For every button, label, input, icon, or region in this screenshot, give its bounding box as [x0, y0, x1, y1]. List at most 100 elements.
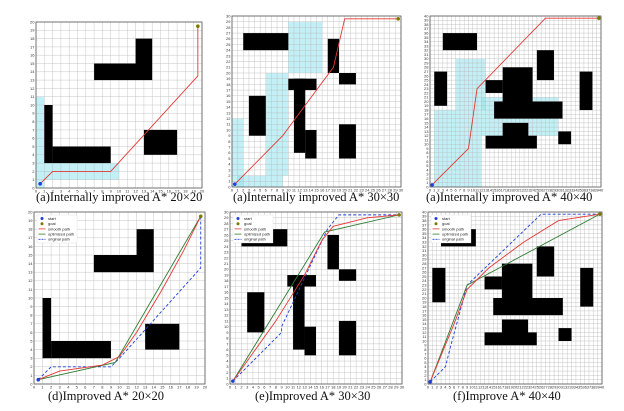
x-tick-label: 29	[552, 188, 557, 193]
legend-label: start	[48, 216, 57, 221]
x-tick-label: 8	[101, 385, 104, 390]
x-tick-label: 3	[60, 189, 63, 194]
caption-a3: (a)Internally improved A* 40×40	[426, 190, 593, 204]
y-tick-label: 7	[228, 145, 231, 150]
y-tick-label: 2	[32, 169, 35, 174]
x-tick-label: 14	[488, 188, 493, 193]
map-plot-d1: 0 1 2 3 4 5 6 7 8 9 10 11 12 13 14 15 16 17 18 19 2001234567…	[28, 209, 208, 389]
x-tick-label: 23	[526, 385, 531, 390]
x-tick-label: 16	[495, 385, 500, 390]
x-tick-label: 31	[561, 385, 566, 390]
y-tick-label: 28	[226, 25, 231, 30]
x-tick-label: 4	[444, 385, 447, 390]
y-tick-label: 3	[30, 356, 33, 361]
x-tick-label: 15	[314, 188, 319, 193]
x-tick-label: 0	[427, 385, 430, 390]
x-tick-label: 11	[291, 385, 296, 390]
legend-label: start	[244, 216, 253, 221]
x-tick-label: 12	[479, 188, 484, 193]
x-tick-label: 16	[167, 189, 172, 194]
y-tick-label: 12	[30, 86, 35, 91]
y-tick-label: 18	[224, 278, 229, 283]
y-tick-label: 17	[424, 112, 429, 117]
goal-marker	[597, 16, 601, 20]
x-tick-label: 13	[303, 188, 308, 193]
y-tick-label: 24	[226, 48, 231, 53]
x-tick-label: 13	[483, 188, 488, 193]
x-tick-label: 16	[320, 188, 325, 193]
x-tick-label: 13	[302, 385, 307, 390]
x-tick-label: 1	[237, 188, 240, 193]
y-tick-label: 20	[28, 209, 33, 214]
y-tick-label: 3	[226, 364, 229, 369]
optimized-path	[429, 213, 601, 383]
y-tick-label: 8	[32, 119, 35, 124]
y-tick-label: 1	[30, 373, 33, 378]
panel-a1: 0 1 2 3 4 5 6 7 8 9 10 11 12 13 14 15 16 17 18 19 20 0 1 2 3 4 5 6 7…	[24, 18, 206, 193]
x-tick-label: 10	[469, 385, 474, 390]
obstacle	[293, 275, 305, 350]
y-tick-label: 14	[30, 69, 35, 74]
y-tick-label: 18	[30, 36, 35, 41]
y-tick-label: 25	[224, 238, 229, 243]
y-tick-label: 11	[30, 94, 35, 99]
x-tick-label: 25	[371, 385, 376, 390]
y-tick-label: 33	[422, 240, 427, 245]
obstacle	[432, 267, 446, 303]
y-tick-label: 36	[424, 31, 429, 36]
y-tick-label: 12	[226, 116, 231, 121]
y-tick-label: 4	[32, 152, 35, 157]
x-tick-label: 2	[51, 189, 54, 194]
optimized-path	[232, 214, 400, 382]
x-tick-label: 7	[457, 385, 460, 390]
obstacle	[339, 73, 356, 85]
obstacle	[493, 298, 563, 316]
y-tick-label: 2	[226, 370, 229, 375]
legend-label: original path	[442, 237, 464, 242]
x-tick-label: 4	[446, 188, 449, 193]
obstacle	[338, 320, 357, 356]
obstacle	[44, 105, 53, 164]
y-tick-label: 8	[226, 336, 229, 341]
y-tick-label: 16	[422, 313, 427, 318]
y-tick-label: 11	[226, 122, 231, 127]
x-tick-label: 24	[530, 385, 535, 390]
y-tick-label: 17	[28, 235, 33, 240]
obstacle	[135, 38, 153, 64]
obstacle	[558, 328, 572, 341]
y-tick-label: 3	[32, 161, 35, 166]
obstacle	[51, 341, 111, 359]
y-tick-label: 10	[30, 102, 35, 107]
y-tick-label: 15	[224, 295, 229, 300]
y-tick-label: 23	[226, 53, 231, 58]
smooth-path	[429, 213, 600, 383]
x-tick-label: 5	[449, 385, 452, 390]
obstacle	[247, 292, 265, 333]
y-tick-label: 15	[226, 99, 231, 104]
x-tick-label: 1	[235, 385, 238, 390]
y-tick-label: 7	[30, 321, 33, 326]
y-tick-label: 35	[424, 35, 429, 40]
x-tick-label: 15	[158, 189, 163, 194]
y-tick-label: 5	[228, 156, 231, 161]
y-tick-label: 21	[424, 95, 429, 100]
x-tick-label: 14	[151, 385, 156, 390]
y-tick-label: 16	[226, 93, 231, 98]
y-tick-label: 16	[224, 290, 229, 295]
y-tick-label: 6	[424, 356, 427, 361]
x-tick-label: 12	[134, 385, 139, 390]
y-tick-label: 27	[226, 31, 231, 36]
start-marker	[231, 379, 235, 383]
y-tick-label: 17	[422, 308, 427, 313]
y-tick-label: 2	[228, 173, 231, 178]
x-tick-label: 1	[41, 385, 44, 390]
y-tick-label: 9	[426, 146, 429, 151]
obstacle	[536, 50, 554, 81]
y-tick-label: 9	[424, 343, 427, 348]
x-tick-label: 24	[365, 385, 370, 390]
obstacle	[485, 135, 537, 149]
x-tick-label: 33	[569, 188, 574, 193]
x-tick-label: 21	[348, 385, 353, 390]
x-tick-label: 19	[508, 385, 513, 390]
y-tick-label: 6	[228, 150, 231, 155]
